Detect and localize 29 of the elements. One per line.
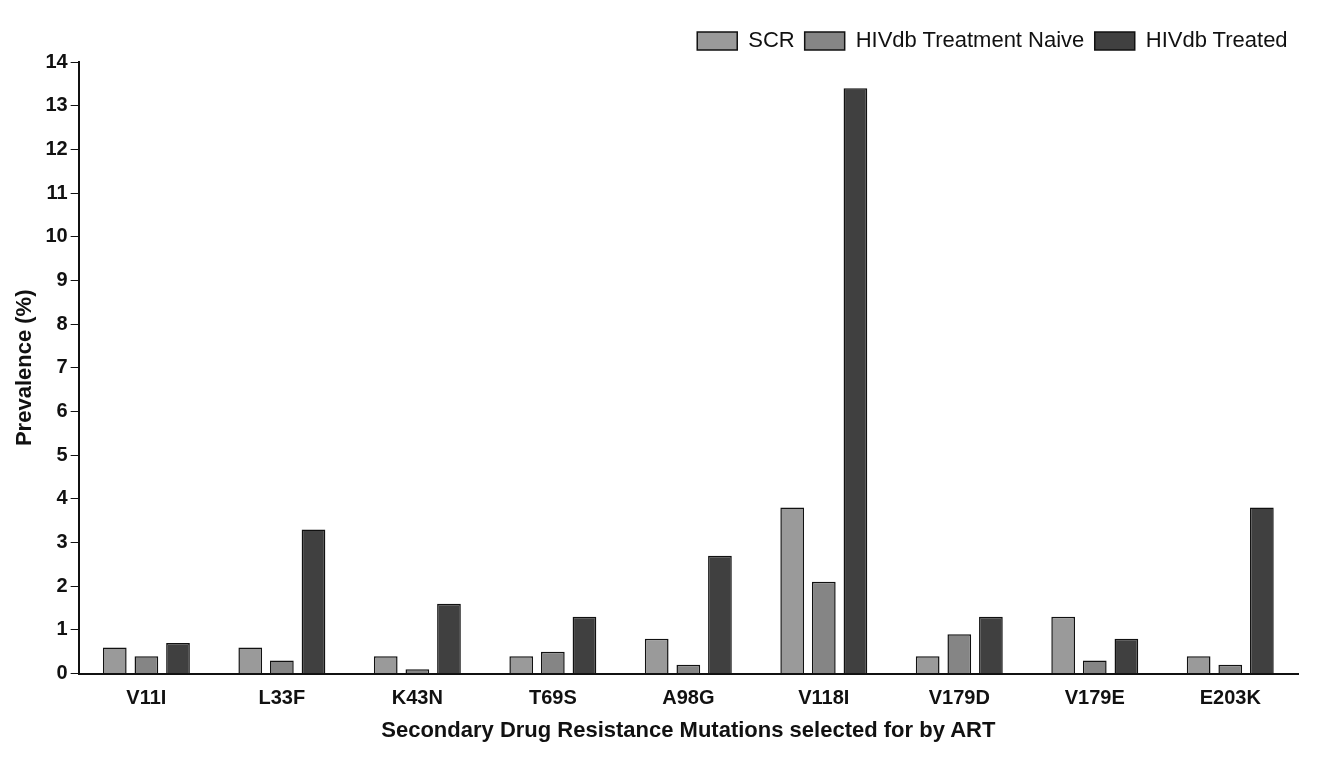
y-tick-label: 4 [56, 486, 69, 509]
y-tick-label: 7 [56, 355, 68, 378]
y-tick-label: 11 [46, 180, 68, 203]
y-tick-label: 2 [56, 573, 68, 596]
x-tick-label: K43N [391, 686, 443, 709]
y-tick-label: 3 [56, 530, 68, 553]
y-tick-label: 0 [56, 661, 68, 684]
y-tick-label: 10 [45, 224, 68, 247]
x-axis-title: Secondary Drug Resistance Mutations selected for by ART [381, 716, 996, 742]
y-axis-title: Prevalence (%) [11, 289, 37, 447]
legend-label: HIVdb Treatment Naive [855, 27, 1085, 53]
y-tick-label: 9 [56, 267, 68, 290]
y-tick-label: 8 [56, 311, 68, 334]
legend-label: SCR [748, 27, 795, 53]
y-tick-label: 13 [45, 93, 68, 116]
x-tick-label: V118I [798, 686, 850, 709]
x-tick-label: E203K [1199, 686, 1262, 709]
legend-label: HIVdb Treated [1145, 27, 1288, 53]
x-tick-label: A98G [662, 686, 715, 709]
y-tick-label: 14 [45, 49, 69, 72]
x-tick-label: V11I [126, 686, 167, 709]
y-tick-label: 12 [45, 136, 68, 159]
x-tick-label: L33F [258, 686, 306, 709]
y-tick-label: 1 [56, 617, 68, 640]
y-tick-label: 5 [56, 442, 68, 465]
y-tick-label: 6 [56, 399, 68, 421]
x-tick-label: V179D [928, 686, 990, 709]
x-tick-label: V179E [1064, 686, 1125, 709]
x-tick-label: T69S [528, 686, 577, 709]
